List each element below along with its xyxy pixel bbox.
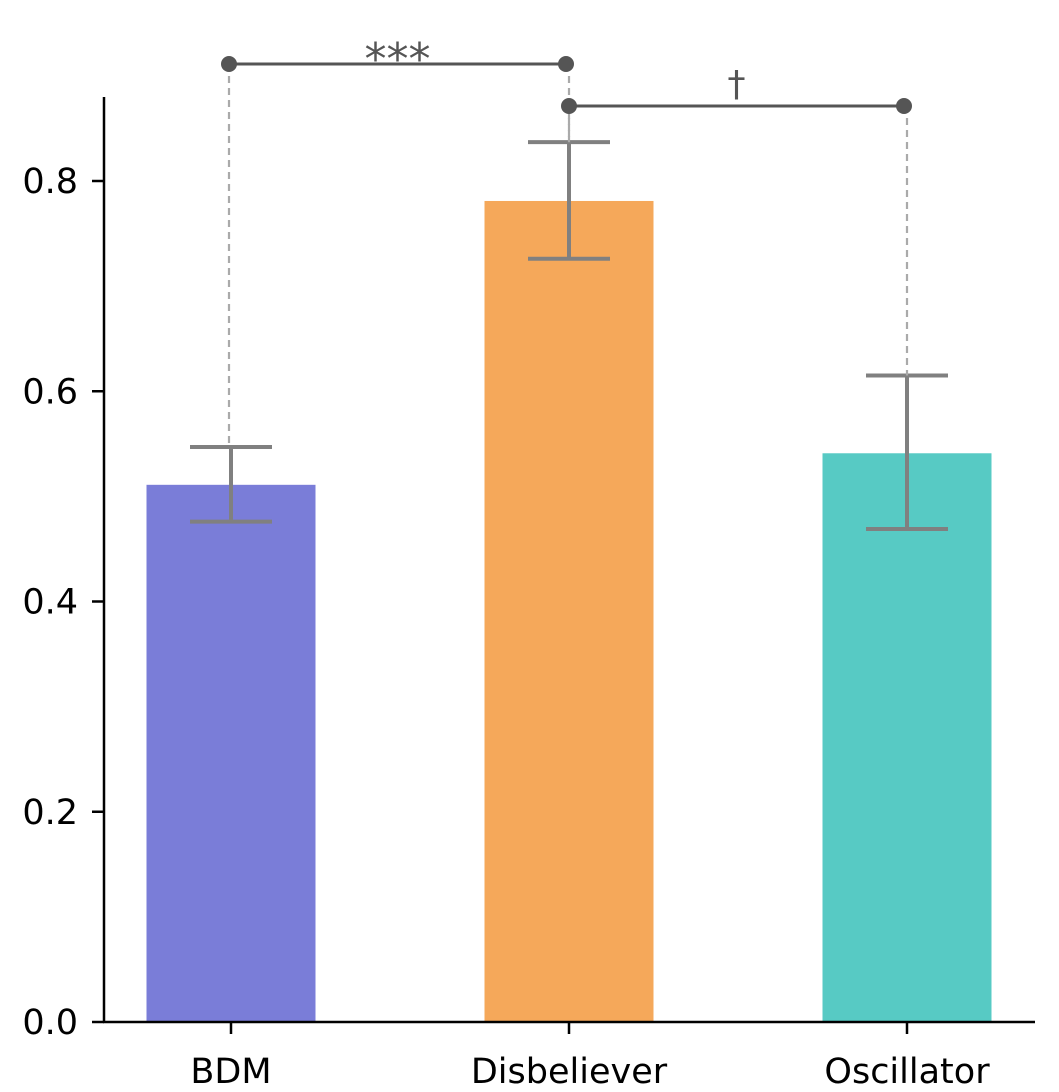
x-tick-label: Oscillator bbox=[824, 1052, 990, 1092]
bar-oscillator bbox=[822, 453, 992, 1022]
significance-label: *** bbox=[365, 34, 431, 85]
significance-dot bbox=[558, 56, 574, 72]
bars-group bbox=[146, 200, 992, 1022]
significance-bracket-2: † bbox=[561, 64, 912, 376]
y-tick-label: 0.4 bbox=[22, 583, 78, 623]
bar-disbeliever bbox=[484, 200, 654, 1022]
error-bar-bdm bbox=[190, 444, 272, 524]
y-tick-label: 0.2 bbox=[22, 793, 78, 833]
significance-bracket-1: *** bbox=[221, 34, 574, 447]
x-tick-label: BDM bbox=[190, 1052, 271, 1092]
y-tick-label: 0.0 bbox=[22, 1003, 78, 1043]
significance-dot bbox=[561, 98, 577, 114]
significance-group: *** † bbox=[221, 34, 912, 447]
x-tick-label: Disbeliever bbox=[471, 1052, 668, 1092]
x-ticks-group: BDM Disbeliever Oscillator bbox=[190, 1022, 990, 1092]
y-tick-label: 0.8 bbox=[22, 162, 78, 202]
significance-dot bbox=[221, 56, 237, 72]
y-ticks-group: 0.0 0.2 0.4 0.6 0.8 bbox=[22, 162, 104, 1043]
significance-label: † bbox=[728, 64, 746, 105]
significance-dot bbox=[896, 98, 912, 114]
bar-bdm bbox=[146, 484, 316, 1022]
y-tick-label: 0.6 bbox=[22, 372, 78, 412]
